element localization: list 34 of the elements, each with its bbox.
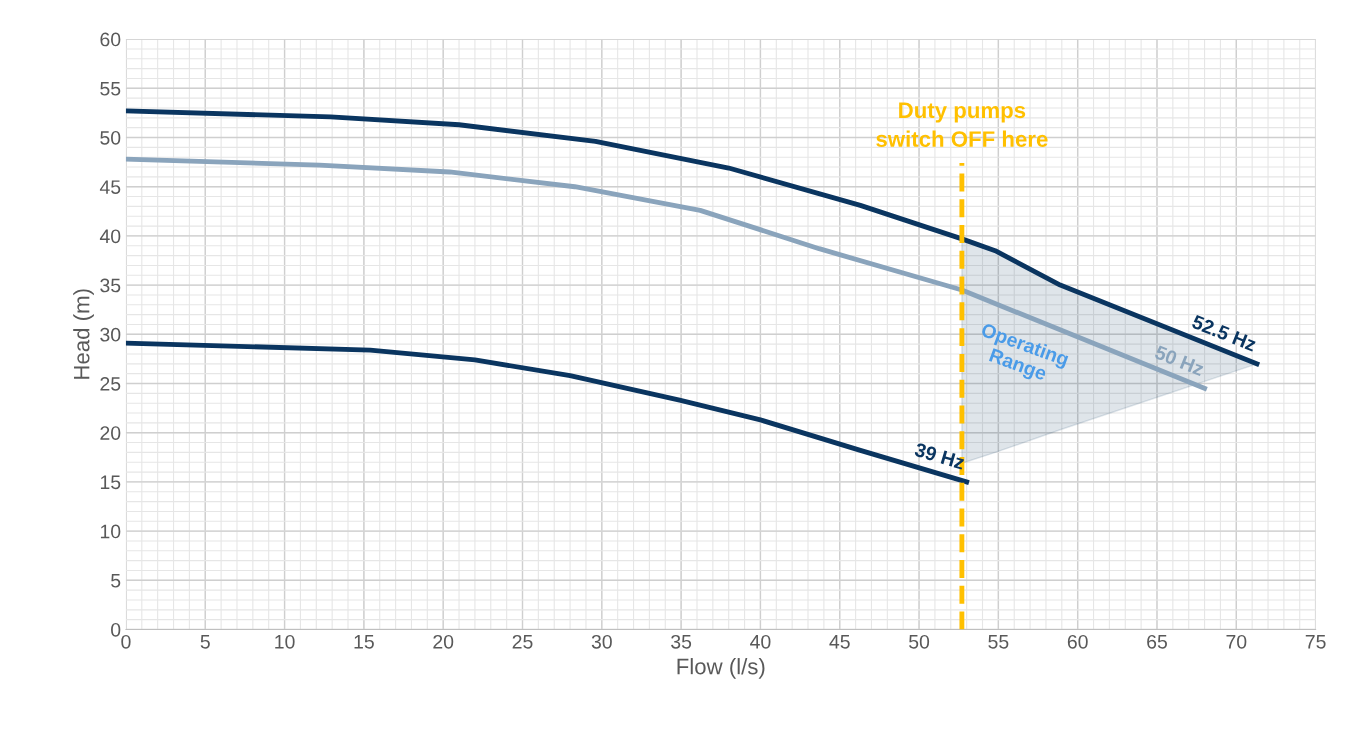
x-tick-label: 65 [1147,634,1167,649]
y-tick-label: 55 [100,81,121,96]
x-tick-label: 0 [121,634,131,649]
y-tick-label: 15 [100,475,121,490]
x-tick-label: 30 [591,634,612,649]
x-tick-label: 55 [988,635,1009,649]
y-tick-label: 30 [100,327,121,342]
x-tick-label: 35 [671,634,692,649]
x-tick-label: 25 [512,634,533,649]
ref-line-label: Duty pumps switch OFF here [876,102,1048,147]
y-tick-label: 10 [100,524,121,539]
x-tick-label: 20 [433,634,454,649]
y-tick-label: 5 [111,573,121,588]
x-tick-label: 45 [829,635,850,649]
y-tick-label: 40 [99,229,121,244]
y-tick-label: 25 [100,376,121,391]
y-axis-title: Head (m) [73,289,94,379]
x-tick-label: 5 [200,635,210,649]
y-tick-label: 0 [111,622,121,637]
x-tick-label: 40 [750,634,771,649]
x-axis-title: Flow (l/s) [677,658,765,679]
x-tick-label: 50 [909,634,930,649]
x-tick-label: 75 [1305,635,1326,649]
x-tick-label: 15 [354,635,374,649]
y-tick-label: 35 [100,278,121,293]
x-tick-label: 60 [1067,634,1088,649]
y-tick-label: 45 [99,180,121,194]
y-tick-label: 60 [100,32,121,47]
y-tick-label: 50 [100,130,121,145]
text: 39 Hz [913,442,966,470]
line-series [125,340,970,485]
x-tick-label: 10 [275,634,295,649]
y-tick-label: 20 [100,426,121,440]
x-tick-label: 70 [1226,634,1247,649]
